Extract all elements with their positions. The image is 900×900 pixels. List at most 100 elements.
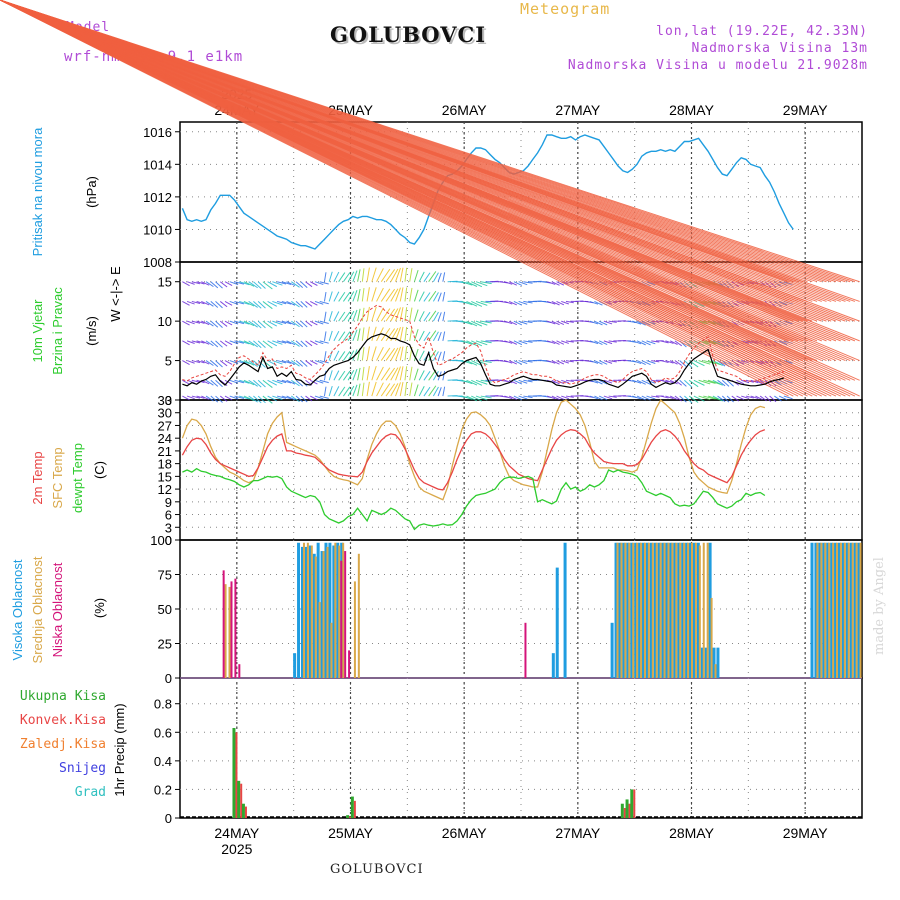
wind-arrow bbox=[380, 383, 391, 397]
precip-total-bar bbox=[237, 780, 241, 818]
bottom-date-label: 28MAY bbox=[669, 825, 715, 841]
wind-arrow bbox=[551, 340, 560, 345]
wind-arrow bbox=[262, 340, 273, 349]
wind-arrow bbox=[295, 360, 304, 367]
wind-arrow bbox=[466, 300, 478, 307]
wind-arrow bbox=[380, 288, 391, 302]
cloud-mid-bar bbox=[624, 542, 627, 678]
wind-arrow bbox=[257, 301, 266, 309]
wind-arrow bbox=[385, 328, 396, 342]
page-title: GOLUBOVCI bbox=[330, 22, 487, 47]
wind-arrow bbox=[660, 360, 669, 364]
cloud-high-bar bbox=[630, 542, 634, 678]
wind-arrow bbox=[224, 360, 233, 365]
cloud-mid-bar bbox=[314, 556, 317, 678]
wind-arrow bbox=[598, 360, 608, 365]
wind-arrow bbox=[0, 0, 860, 362]
cloud-high-bar bbox=[320, 551, 324, 678]
wind-arrow bbox=[229, 395, 239, 400]
wind-arrow bbox=[665, 360, 674, 364]
wind-arrow bbox=[310, 300, 318, 306]
wind-arrow bbox=[338, 351, 346, 361]
wind-arrow bbox=[314, 379, 324, 384]
wind-arrow bbox=[376, 307, 384, 322]
wind-arrow bbox=[380, 367, 391, 381]
wind-arrow bbox=[437, 272, 442, 282]
cloud-mid-axis-title: Srednja Oblacnost bbox=[30, 556, 45, 663]
wind-arrow bbox=[589, 340, 599, 345]
wind-arrow bbox=[196, 281, 205, 285]
wind-arrow bbox=[523, 300, 533, 304]
wind-arrow bbox=[589, 379, 599, 384]
wind-arrow bbox=[248, 379, 258, 387]
wind-arrow bbox=[385, 288, 396, 302]
wind-arrow bbox=[0, 0, 860, 397]
wind-arrow bbox=[641, 360, 651, 366]
wind-arrow bbox=[565, 395, 574, 398]
cloud-mid-bar bbox=[839, 542, 842, 678]
wind-arrow bbox=[267, 340, 278, 347]
top-date-label: 28MAY bbox=[669, 102, 715, 118]
wind-arrow bbox=[248, 301, 258, 308]
wind-arrow bbox=[395, 382, 401, 397]
wind-arrow bbox=[598, 320, 608, 326]
wind-arrow bbox=[508, 320, 518, 326]
wind-arrow bbox=[480, 281, 492, 285]
wind-arrow bbox=[413, 269, 419, 282]
wind-arrow bbox=[281, 360, 292, 364]
wind-arrow bbox=[504, 300, 513, 305]
wind-arrow bbox=[210, 320, 219, 328]
bottom-date-label: 29MAY bbox=[783, 825, 829, 841]
wind-arrow bbox=[0, 0, 860, 302]
wind-arrow bbox=[376, 366, 384, 381]
y-tick-label: 100 bbox=[150, 533, 172, 548]
wind-arrow bbox=[380, 268, 391, 282]
y-tick-label: 0 bbox=[165, 533, 172, 548]
wind-arrow bbox=[248, 281, 258, 289]
wind-arrow bbox=[295, 379, 304, 387]
precip-axis-title: 1hr Precip (mm) bbox=[112, 703, 127, 796]
wind-arrow bbox=[366, 346, 370, 361]
wind-arrow bbox=[319, 379, 329, 384]
cloud-high-bar bbox=[641, 542, 645, 678]
wind-arrow bbox=[361, 287, 365, 302]
wind-arrow bbox=[338, 331, 346, 342]
wind-arrow bbox=[205, 379, 214, 386]
cloud-low-bar bbox=[230, 581, 233, 678]
wind-arrow bbox=[508, 281, 518, 286]
wind-arrow bbox=[561, 340, 569, 344]
wind-arrow bbox=[253, 320, 262, 329]
wind-arrow bbox=[399, 366, 404, 381]
wind-arrow bbox=[546, 300, 556, 305]
wind-arrow bbox=[466, 340, 478, 347]
y-tick-label: 0.8 bbox=[154, 697, 172, 712]
wind-arrow bbox=[314, 281, 324, 286]
wind-arrow bbox=[210, 301, 219, 308]
y-tick-label: 1008 bbox=[143, 255, 172, 270]
wind-arrow bbox=[665, 340, 674, 344]
wind-arrow bbox=[319, 395, 329, 399]
cloud-high-bar bbox=[822, 542, 826, 678]
y-tick-label: 30 bbox=[158, 406, 172, 421]
panel-frame bbox=[179, 399, 863, 541]
cloud-high-bar bbox=[300, 546, 304, 678]
wind-arrow bbox=[205, 395, 214, 402]
wind-arrow bbox=[750, 395, 759, 400]
wind-arrow bbox=[703, 379, 716, 384]
wind-arrow bbox=[461, 360, 473, 365]
cloud-high-bar bbox=[626, 542, 630, 678]
wind-arrow bbox=[361, 347, 365, 361]
wind-arrow bbox=[215, 320, 223, 328]
wind-arrow bbox=[310, 340, 318, 346]
cloud-high-bar bbox=[665, 542, 669, 678]
precip-convective-bar bbox=[235, 732, 238, 818]
cloud-high-bar bbox=[308, 545, 312, 678]
wind-arrow bbox=[272, 395, 283, 400]
wind-arrow bbox=[243, 281, 255, 287]
wind-arrow bbox=[291, 379, 300, 387]
wind-arrow bbox=[182, 340, 190, 346]
cloud-high-bar bbox=[849, 542, 853, 678]
wind-arrow bbox=[423, 292, 431, 302]
wind-arrow bbox=[201, 300, 210, 306]
wind-arrow bbox=[219, 281, 228, 288]
